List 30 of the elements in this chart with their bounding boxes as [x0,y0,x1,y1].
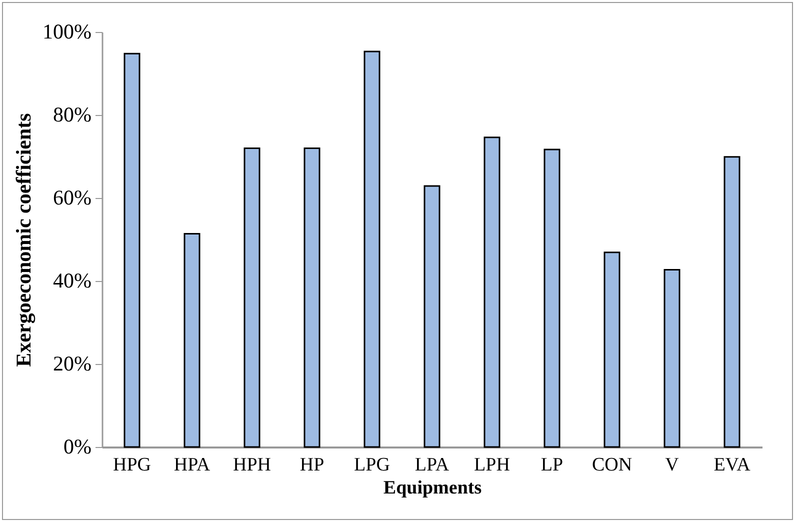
x-tick-label: HPG [112,454,152,476]
bar [424,185,440,448]
bar [184,232,200,448]
bar [244,147,260,448]
x-tick-label: CON [592,454,632,476]
y-tick-label: 0% [64,434,92,458]
bar [544,148,560,448]
x-tick-label: LPA [414,454,450,476]
bar [124,52,140,448]
x-tick-label: EVA [714,454,751,476]
x-tick-label: V [665,454,680,476]
y-tick-label: 100% [42,20,92,44]
y-tick-label: 80% [53,102,92,126]
x-tick-label: HP [300,454,324,476]
bar [724,156,740,448]
bar [304,147,320,448]
y-tick-label: 60% [53,186,92,210]
x-tick-label: HPA [174,454,210,476]
x-tick-label: LPG [354,454,390,476]
x-axis-title: Equipments [383,478,482,498]
y-axis-title: Exergoeconomic coefficients [12,113,36,367]
y-tick-label: 40% [53,268,92,292]
bar [604,252,620,448]
x-tick-label: HPH [232,454,272,476]
bar [664,269,680,448]
x-tick-label: LPH [474,454,510,476]
y-tick-label: 20% [53,352,92,376]
x-tick-label: LP [540,454,564,476]
bar [484,136,500,448]
bar [364,50,380,448]
